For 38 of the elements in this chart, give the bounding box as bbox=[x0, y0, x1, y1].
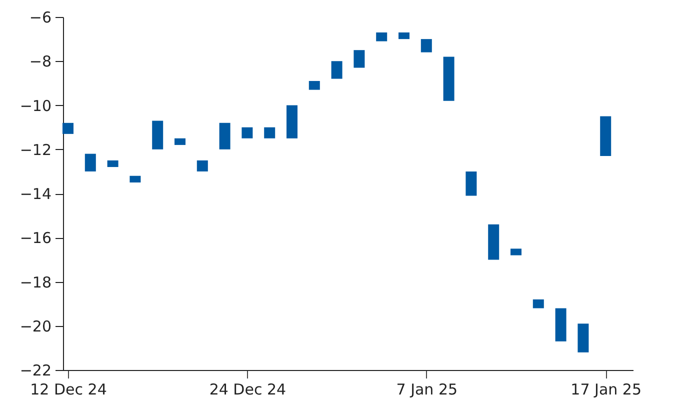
y-tick-label: −14 bbox=[20, 185, 52, 203]
bar bbox=[532, 299, 544, 308]
y-tick-label: −22 bbox=[20, 362, 52, 380]
bar bbox=[488, 224, 500, 260]
bar bbox=[84, 154, 96, 172]
bar bbox=[62, 122, 74, 134]
bar bbox=[578, 324, 589, 352]
bar bbox=[107, 160, 118, 168]
bar bbox=[130, 176, 141, 182]
bar bbox=[174, 138, 186, 145]
bar bbox=[600, 116, 612, 156]
bar bbox=[152, 120, 164, 150]
bar bbox=[219, 122, 230, 150]
x-tick-label: 24 Dec 24 bbox=[209, 380, 286, 398]
y-tick-label: −10 bbox=[20, 96, 52, 115]
bar bbox=[196, 160, 208, 172]
bar bbox=[354, 50, 365, 68]
x-tick-label: 12 Dec 24 bbox=[30, 380, 107, 398]
y-tick-label: −18 bbox=[20, 273, 52, 292]
x-tick-label: 7 Jan 25 bbox=[396, 380, 458, 398]
bar bbox=[466, 171, 477, 196]
bar bbox=[286, 105, 298, 138]
y-tick-label: −20 bbox=[20, 317, 52, 336]
bar bbox=[510, 248, 522, 256]
bar bbox=[398, 32, 410, 40]
bar bbox=[308, 80, 320, 90]
y-tick-label: −6 bbox=[29, 8, 52, 26]
x-tick-label: 17 Jan 25 bbox=[570, 380, 642, 398]
bar bbox=[420, 39, 432, 52]
bar bbox=[331, 61, 342, 79]
bar bbox=[555, 308, 566, 342]
bar bbox=[264, 127, 276, 138]
bar bbox=[376, 32, 388, 42]
y-tick-label: −8 bbox=[29, 52, 52, 71]
y-tick-label: −16 bbox=[20, 229, 52, 248]
bar bbox=[242, 127, 253, 138]
y-tick-label: −12 bbox=[20, 140, 52, 159]
bar bbox=[443, 56, 454, 101]
